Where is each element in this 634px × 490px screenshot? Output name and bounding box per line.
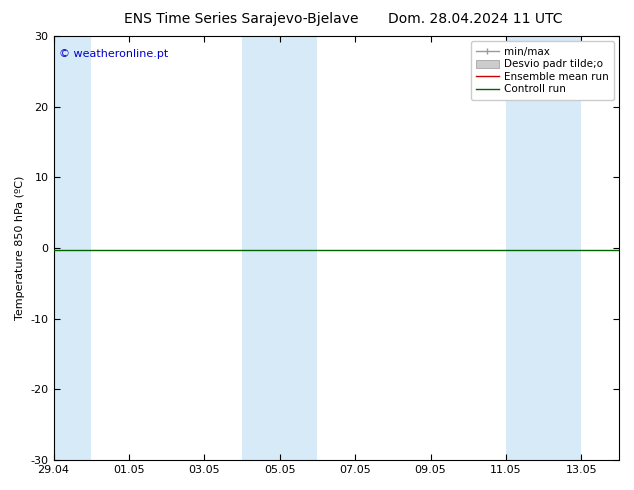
Text: Dom. 28.04.2024 11 UTC: Dom. 28.04.2024 11 UTC	[388, 12, 563, 26]
Bar	[53, 36, 91, 460]
Text: © weatheronline.pt: © weatheronline.pt	[59, 49, 169, 59]
Bar	[242, 36, 318, 460]
Bar	[506, 36, 581, 460]
Y-axis label: Temperature 850 hPa (ºC): Temperature 850 hPa (ºC)	[15, 176, 25, 320]
Text: ENS Time Series Sarajevo-Bjelave: ENS Time Series Sarajevo-Bjelave	[124, 12, 358, 26]
Legend: min/max, Desvio padr tilde;o, Ensemble mean run, Controll run: min/max, Desvio padr tilde;o, Ensemble m…	[470, 41, 614, 99]
